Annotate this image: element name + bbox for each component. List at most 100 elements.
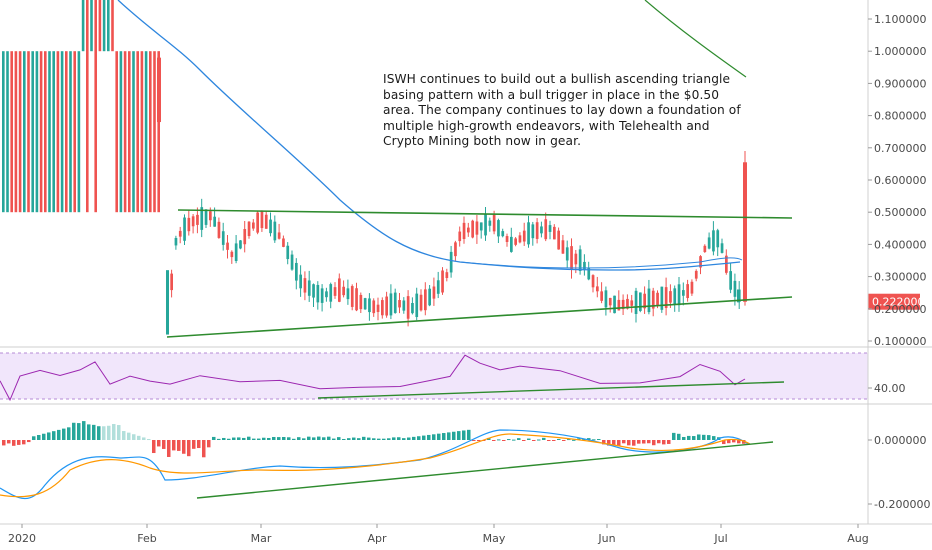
candle	[312, 284, 315, 298]
macd-hist-bar	[47, 432, 51, 440]
macd-hist-bar	[652, 440, 656, 446]
candle	[492, 214, 496, 232]
macd-hist-bar	[512, 439, 516, 441]
macd-hist-bar	[572, 439, 576, 441]
macd-hist-bar	[592, 439, 596, 441]
candle	[393, 292, 397, 313]
candle	[600, 291, 603, 301]
candle	[140, 51, 144, 213]
candle	[484, 214, 487, 236]
candle	[608, 297, 612, 306]
macd-hist-bar	[112, 424, 116, 440]
macd-hist-bar	[102, 426, 106, 440]
macd-hist-bar	[127, 432, 131, 440]
macd-hist-bar	[567, 439, 571, 441]
macd-hist-bar	[317, 436, 321, 440]
macd-hist-bar	[72, 422, 76, 440]
macd-hist-bar	[67, 427, 71, 440]
macd-hist-bar	[152, 440, 156, 454]
x-tick-label: Jun	[597, 532, 615, 545]
candle	[107, 0, 110, 52]
macd-hist-bar	[142, 437, 146, 440]
macd-hist-bar	[237, 437, 241, 440]
rsi-band	[0, 353, 868, 399]
candle	[115, 51, 118, 213]
macd-hist-bar	[92, 424, 96, 440]
candle	[497, 220, 500, 237]
candle	[441, 270, 444, 293]
macd-hist-bar	[82, 421, 86, 440]
y-tick-label: 0.700000	[874, 142, 927, 155]
macd-hist-bar	[612, 440, 616, 446]
candle	[359, 294, 363, 310]
candle	[527, 222, 530, 245]
macd-hist-bar	[657, 440, 661, 444]
macd-hist-bar	[487, 437, 491, 440]
macd-hist-bar	[682, 436, 686, 440]
candle	[419, 294, 423, 311]
candle	[65, 51, 68, 213]
candle	[376, 304, 380, 312]
x-tick-label: May	[483, 532, 506, 545]
macd-hist-bar	[642, 440, 646, 444]
candle	[316, 284, 320, 303]
candle	[333, 287, 337, 296]
y-tick-label: 0.500000	[874, 206, 927, 219]
macd-hist-bar	[732, 440, 736, 443]
candle	[123, 51, 127, 213]
candle	[69, 51, 72, 213]
candle	[230, 251, 234, 258]
macd-hist-bar	[342, 438, 346, 440]
macd-hist-bar	[2, 440, 6, 446]
macd-hist-bar	[177, 440, 181, 451]
candle	[591, 275, 595, 288]
candle	[613, 295, 616, 314]
macd-hist-bar	[162, 440, 166, 449]
macd-hist-bar	[77, 423, 81, 440]
candle	[673, 288, 677, 305]
macd-hist-bar	[557, 438, 561, 440]
candle	[60, 51, 64, 213]
candle	[196, 214, 199, 225]
macd-hist-bar	[107, 425, 111, 440]
candle	[226, 242, 229, 250]
candle	[256, 212, 259, 233]
macd-hist-bar	[57, 429, 61, 440]
macd-hist-bar	[477, 440, 481, 441]
x-tick-label: Mar	[251, 532, 272, 545]
macd-hist-bar	[337, 437, 341, 440]
candle	[102, 0, 106, 52]
candle	[119, 51, 123, 213]
macd-hist-bar	[62, 428, 66, 440]
rsi-line	[0, 354, 746, 402]
rsi-pane	[0, 352, 868, 402]
candle	[488, 220, 492, 226]
macd-hist-bar	[247, 436, 251, 440]
macd-hist-bar	[302, 438, 306, 440]
candle	[677, 284, 681, 306]
macd-hist-bar	[687, 435, 691, 440]
candle	[282, 238, 285, 247]
macd-hist-bar	[702, 434, 706, 440]
macd-hist-bar	[352, 437, 356, 440]
y-tick-label: 0.900000	[874, 77, 927, 90]
macd-hist-bar	[197, 440, 201, 449]
macd-hist-bar	[562, 440, 566, 441]
rsi-trend-line	[317, 381, 785, 399]
macd-hist-bar	[37, 435, 41, 440]
candle	[578, 249, 582, 271]
candle	[295, 262, 298, 281]
candle	[621, 299, 625, 310]
macd-hist-bar	[242, 437, 246, 440]
candle	[454, 242, 457, 257]
macd-hist-bar	[202, 440, 206, 458]
macd-hist-bar	[522, 440, 526, 441]
macd-hist-bar	[497, 439, 501, 441]
macd-hist-bar	[222, 437, 226, 440]
candle	[729, 271, 732, 290]
chart-annotation: ISWH continues to build out a bullish as…	[383, 72, 741, 149]
candle	[239, 240, 242, 249]
candle	[338, 278, 341, 302]
macd-hist-bar	[737, 440, 741, 444]
